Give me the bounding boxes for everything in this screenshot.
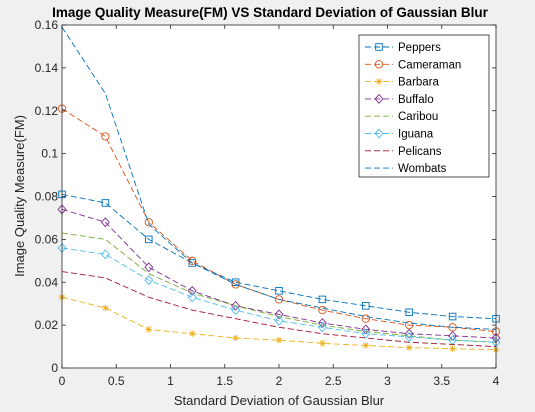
data-point-iguana [274,315,284,326]
data-point-cameraman [101,132,110,141]
data-point-cameraman [188,256,197,265]
data-point-cameraman [318,305,327,315]
chart-title: Image Quality Measure(FM) VS Standard De… [52,5,489,20]
data-point-cameraman [231,280,240,289]
data-point-peppers [448,312,457,321]
data-point-peppers [275,287,283,295]
series-pelicans [61,271,497,348]
data-point-barbara [275,336,283,344]
legend-label-cameraman: Cameraman [398,59,461,71]
y-tick-label: 0 [51,361,58,375]
legend-label-peppers: Peppers [398,42,441,54]
series-peppers [58,190,500,323]
x-tick-label: 0.5 [108,374,125,388]
data-point-buffalo [231,300,241,311]
data-point-peppers [362,302,370,310]
x-tick-label: 2 [276,374,283,388]
data-point-cameraman [274,295,284,304]
series-line-peppers [61,193,497,320]
x-tick-label: 3 [384,374,391,388]
legend-marker-iguana [374,128,384,139]
data-point-peppers [145,235,153,244]
series-layer [57,26,501,354]
legend-marker-barbara [375,78,383,85]
data-point-buffalo [100,217,110,228]
x-tick-label: 4 [493,374,500,388]
series-line-iguana [61,247,497,343]
legend-item-peppers: Peppers [365,42,441,54]
legend-marker-cameraman [374,60,384,69]
legend-item-caribou: Caribou [365,111,438,123]
legend-item-cameraman: Cameraman [365,59,461,71]
data-point-barbara [145,326,153,333]
series-wombats [61,26,497,330]
data-point-iguana [144,275,154,286]
data-point-barbara [319,340,326,347]
legend-label-pelicans: Pelicans [398,146,442,158]
y-tick-label: 0.04 [35,275,59,289]
legend-item-iguana: Iguana [365,129,434,141]
x-tick-label: 2.5 [325,374,342,388]
data-point-iguana [187,292,197,303]
y-tick-label: 0.06 [35,232,59,246]
legend-label-buffalo: Buffalo [398,94,434,106]
legend-label-wombats: Wombats [398,163,447,175]
x-tick-label: 0 [59,374,66,388]
data-point-buffalo [404,328,414,339]
data-point-buffalo [187,285,197,296]
legend-marker-buffalo [374,93,384,104]
x-axis-label: Standard Deviation of Gaussian Blur [174,393,385,408]
series-line-buffalo [61,208,497,339]
legend-label-iguana: Iguana [398,129,434,141]
data-point-barbara [449,345,456,353]
y-tick-label: 0.14 [35,61,59,75]
data-point-barbara [188,330,196,337]
x-tick-label: 3.5 [433,374,450,388]
data-point-barbara [102,304,109,312]
data-point-cameraman [144,218,153,227]
data-point-barbara [405,344,413,351]
data-point-iguana [100,249,110,260]
legend-item-buffalo: Buffalo [365,94,434,106]
tick-layer: 0 0.5 1 1.5 2 2.5 3 3.5 4 0 0.02 0.04 0.06 0.08 0.1 0.1… [35,18,500,388]
data-point-cameraman [361,314,370,323]
legend-item-wombats: Wombats [365,163,447,175]
y-tick-label: 0.12 [35,104,59,118]
x-tick-label: 1.5 [216,374,233,388]
data-point-barbara [362,342,370,349]
legend-marker-peppers [375,43,383,51]
data-point-peppers [318,295,327,304]
legend-item-pelicans: Pelicans [365,146,442,158]
legend-label-barbara: Barbara [398,77,440,89]
data-point-iguana [361,328,371,339]
legend-label-caribou: Caribou [398,111,438,123]
y-tick-label: 0.1 [41,147,58,161]
data-point-buffalo [274,309,284,320]
series-line-barbara [61,296,497,351]
data-point-iguana [317,322,327,333]
y-axis-label: Image Quality Measure(FM) [12,115,27,277]
data-point-iguana [404,331,414,342]
legend-item-barbara: Barbara [365,77,440,89]
series-line-pelicans [61,271,497,348]
legend: Peppers Cameraman Barbara Buffalo Caribou Igu… [358,34,490,178]
data-point-barbara [232,334,239,342]
legend-box [358,34,490,178]
series-iguana [57,242,501,348]
x-tick-label: 1 [167,374,174,388]
y-tick-label: 0.08 [35,190,59,204]
y-tick-label: 0.02 [35,318,59,332]
data-point-buffalo [144,262,154,273]
data-point-peppers [405,308,413,317]
data-point-iguana [231,305,241,316]
y-tick-label: 0.16 [35,18,59,32]
series-line-wombats [61,26,497,330]
data-point-peppers [101,199,110,207]
